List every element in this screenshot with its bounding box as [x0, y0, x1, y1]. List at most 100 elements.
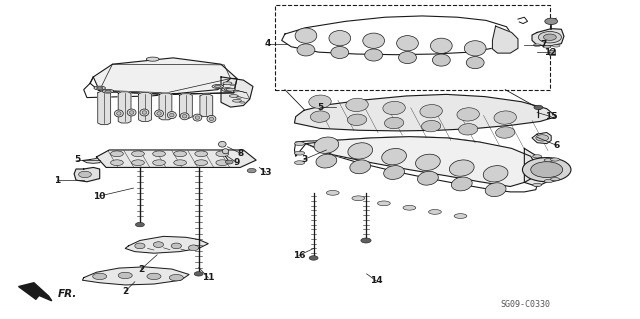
Ellipse shape	[295, 28, 317, 43]
Ellipse shape	[454, 214, 467, 219]
Ellipse shape	[326, 190, 339, 195]
Text: 2: 2	[138, 264, 144, 274]
Ellipse shape	[173, 160, 186, 166]
Ellipse shape	[429, 210, 442, 214]
Polygon shape	[125, 236, 208, 253]
Ellipse shape	[433, 54, 451, 66]
Text: 10: 10	[93, 191, 106, 201]
Ellipse shape	[93, 273, 107, 279]
Ellipse shape	[97, 87, 103, 89]
Ellipse shape	[188, 245, 198, 251]
Ellipse shape	[195, 116, 200, 119]
Ellipse shape	[115, 110, 124, 117]
Circle shape	[543, 34, 556, 41]
Ellipse shape	[218, 141, 226, 147]
Ellipse shape	[195, 151, 207, 157]
Text: 11: 11	[202, 273, 214, 282]
Text: 8: 8	[237, 149, 243, 158]
Ellipse shape	[352, 196, 365, 201]
Ellipse shape	[226, 88, 235, 91]
Ellipse shape	[316, 154, 337, 168]
Circle shape	[309, 256, 318, 260]
Ellipse shape	[294, 151, 305, 155]
Polygon shape	[83, 267, 189, 285]
Ellipse shape	[543, 46, 550, 48]
Ellipse shape	[310, 111, 330, 122]
Ellipse shape	[105, 90, 111, 92]
Polygon shape	[200, 94, 212, 117]
Circle shape	[247, 168, 256, 173]
Ellipse shape	[222, 149, 228, 154]
Ellipse shape	[153, 160, 166, 166]
Ellipse shape	[172, 243, 181, 249]
Text: 13: 13	[259, 168, 272, 177]
Ellipse shape	[216, 160, 228, 166]
Ellipse shape	[294, 161, 305, 165]
Ellipse shape	[385, 117, 404, 129]
Ellipse shape	[350, 160, 371, 174]
Ellipse shape	[403, 205, 416, 210]
Polygon shape	[306, 137, 537, 187]
Ellipse shape	[180, 113, 189, 120]
Ellipse shape	[111, 151, 124, 157]
Circle shape	[522, 158, 571, 182]
Ellipse shape	[532, 183, 541, 187]
Ellipse shape	[182, 115, 187, 118]
Text: 7: 7	[540, 40, 547, 49]
Ellipse shape	[467, 56, 484, 69]
Ellipse shape	[449, 160, 474, 176]
Polygon shape	[19, 283, 52, 301]
Ellipse shape	[550, 158, 559, 161]
Ellipse shape	[348, 143, 372, 159]
Text: 3: 3	[301, 155, 307, 164]
Ellipse shape	[132, 151, 145, 157]
Ellipse shape	[417, 171, 438, 185]
Ellipse shape	[236, 97, 241, 98]
Ellipse shape	[457, 108, 479, 121]
Polygon shape	[97, 150, 256, 167]
Ellipse shape	[495, 127, 515, 138]
Ellipse shape	[365, 49, 383, 61]
Ellipse shape	[157, 112, 161, 115]
Polygon shape	[98, 91, 111, 124]
Ellipse shape	[422, 121, 441, 132]
Circle shape	[545, 18, 557, 25]
Ellipse shape	[399, 51, 417, 63]
Ellipse shape	[465, 41, 486, 56]
Ellipse shape	[378, 201, 390, 206]
Ellipse shape	[221, 88, 233, 92]
Ellipse shape	[544, 180, 553, 183]
Ellipse shape	[331, 47, 349, 58]
Ellipse shape	[229, 94, 238, 97]
Circle shape	[536, 135, 548, 141]
Ellipse shape	[346, 98, 368, 112]
Polygon shape	[294, 137, 537, 192]
Circle shape	[361, 238, 371, 243]
Ellipse shape	[223, 82, 232, 85]
Polygon shape	[139, 93, 152, 122]
Circle shape	[531, 162, 563, 178]
Ellipse shape	[232, 99, 241, 102]
Ellipse shape	[127, 109, 136, 116]
Ellipse shape	[147, 273, 161, 279]
Ellipse shape	[195, 160, 207, 166]
Circle shape	[534, 105, 543, 110]
Ellipse shape	[239, 101, 244, 103]
Text: 6: 6	[553, 141, 559, 150]
Ellipse shape	[170, 274, 183, 281]
Ellipse shape	[415, 154, 440, 171]
Ellipse shape	[111, 160, 124, 166]
Ellipse shape	[363, 33, 385, 48]
Ellipse shape	[216, 151, 228, 157]
Ellipse shape	[314, 137, 339, 153]
Ellipse shape	[552, 45, 560, 47]
Ellipse shape	[193, 114, 202, 121]
Ellipse shape	[230, 84, 235, 86]
Ellipse shape	[207, 115, 216, 122]
Text: 5: 5	[74, 155, 81, 164]
Ellipse shape	[544, 159, 553, 162]
Ellipse shape	[102, 89, 114, 93]
Ellipse shape	[458, 124, 478, 135]
Ellipse shape	[233, 90, 238, 92]
Polygon shape	[159, 93, 172, 120]
